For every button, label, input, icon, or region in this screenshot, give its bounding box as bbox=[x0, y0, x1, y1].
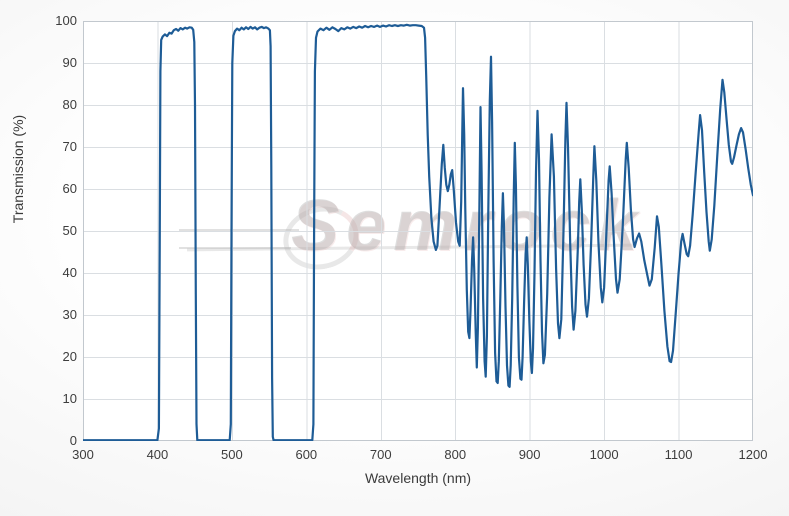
y-tick-label: 50 bbox=[62, 223, 77, 238]
x-tick-label: 900 bbox=[518, 447, 541, 462]
y-tick-label: 90 bbox=[62, 55, 77, 70]
y-tick-label: 10 bbox=[62, 391, 77, 406]
y-tick-label: 20 bbox=[62, 349, 77, 364]
y-tick-label: 70 bbox=[62, 139, 77, 154]
x-tick-label: 1200 bbox=[738, 447, 768, 462]
x-tick-label: 800 bbox=[444, 447, 467, 462]
x-tick-label: 600 bbox=[295, 447, 318, 462]
x-axis-title: Wavelength (nm) bbox=[364, 470, 472, 486]
y-tick-label: 30 bbox=[62, 307, 77, 322]
x-tick-label: 400 bbox=[146, 447, 169, 462]
y-tick-label: 60 bbox=[62, 181, 77, 196]
plot-area: Semrock bbox=[83, 21, 753, 441]
x-tick-label: 700 bbox=[369, 447, 392, 462]
y-tick-label: 80 bbox=[62, 97, 77, 112]
y-axis-title: Transmission (%) bbox=[10, 114, 26, 224]
transmission-curve bbox=[83, 23, 753, 441]
chart-canvas bbox=[83, 21, 753, 441]
y-tick-label: 40 bbox=[62, 265, 77, 280]
plot-border bbox=[83, 21, 753, 441]
x-tick-label: 1000 bbox=[589, 447, 619, 462]
x-tick-label: 500 bbox=[221, 447, 243, 462]
y-tick-label: 100 bbox=[55, 13, 77, 28]
x-tick-label: 300 bbox=[72, 447, 94, 462]
y-tick-label: 0 bbox=[69, 433, 77, 448]
x-tick-label: 1100 bbox=[664, 447, 693, 462]
